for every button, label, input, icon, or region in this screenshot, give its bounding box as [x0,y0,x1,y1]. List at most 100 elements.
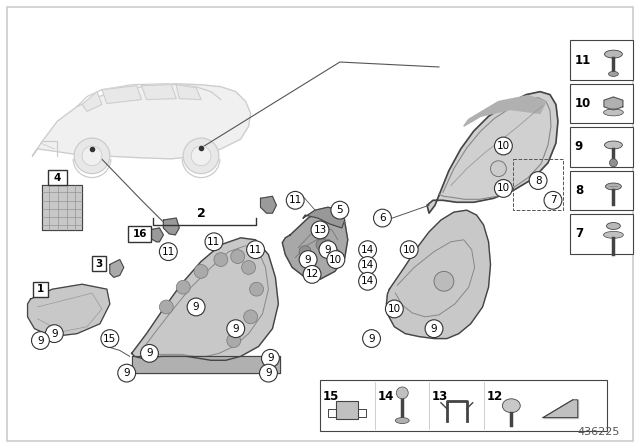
Text: 10: 10 [403,245,416,254]
Text: 10: 10 [330,254,342,265]
Circle shape [159,243,177,261]
Circle shape [358,257,376,274]
Text: 16: 16 [132,229,147,239]
Circle shape [311,221,329,239]
Circle shape [45,325,63,343]
FancyBboxPatch shape [92,256,106,271]
Text: 9: 9 [193,302,200,312]
Polygon shape [102,86,141,103]
Polygon shape [604,100,613,107]
Circle shape [299,246,311,258]
Circle shape [214,253,228,267]
Polygon shape [543,400,578,418]
Circle shape [227,320,244,338]
Circle shape [490,161,506,177]
Ellipse shape [604,232,623,238]
Circle shape [246,241,264,258]
Polygon shape [613,100,623,107]
Text: 14: 14 [361,276,374,286]
Circle shape [183,138,219,174]
Circle shape [396,387,408,399]
Circle shape [303,266,321,283]
Polygon shape [33,84,251,159]
Text: 9: 9 [575,141,583,154]
Circle shape [205,233,223,251]
Circle shape [260,364,277,382]
Polygon shape [387,210,490,339]
Text: 7: 7 [575,228,583,241]
Text: 12: 12 [305,269,319,280]
Circle shape [400,241,418,258]
Bar [570,171,633,210]
Circle shape [327,251,345,268]
Text: 6: 6 [379,213,386,223]
Text: 9: 9 [368,334,375,344]
Ellipse shape [605,183,621,190]
Text: 14: 14 [361,260,374,271]
Polygon shape [604,97,613,103]
Text: 9: 9 [146,349,153,358]
Circle shape [374,209,392,227]
Polygon shape [28,284,110,336]
Polygon shape [176,85,201,99]
Bar [570,84,633,123]
Text: 9: 9 [431,324,437,334]
Text: 13: 13 [314,225,326,235]
Circle shape [191,146,211,166]
Circle shape [262,349,279,367]
Circle shape [609,159,618,167]
Ellipse shape [609,71,618,76]
Text: 2: 2 [196,207,205,220]
Text: 10: 10 [388,304,401,314]
Circle shape [31,332,49,349]
Circle shape [159,300,173,314]
FancyBboxPatch shape [7,7,633,441]
Text: 15: 15 [323,390,339,403]
Circle shape [141,345,159,362]
Circle shape [82,146,102,166]
Polygon shape [132,356,280,373]
Text: 9: 9 [305,254,312,265]
Polygon shape [150,228,163,242]
Text: 14: 14 [361,245,374,254]
Text: 10: 10 [497,183,510,194]
Circle shape [227,334,241,348]
Polygon shape [282,208,348,279]
Text: 3: 3 [95,258,102,268]
Text: 10: 10 [575,97,591,110]
Circle shape [544,191,562,209]
Polygon shape [613,97,623,103]
Text: 5: 5 [337,205,343,215]
Text: 11: 11 [289,195,302,205]
Text: 9: 9 [37,336,44,345]
Circle shape [329,249,341,261]
Text: 7: 7 [550,195,556,205]
Circle shape [194,264,208,278]
Text: 436225: 436225 [577,427,620,437]
Text: 11: 11 [249,245,262,254]
Text: 9: 9 [51,329,58,339]
Circle shape [250,282,264,296]
Text: 11: 11 [207,237,221,247]
Polygon shape [464,95,546,126]
Polygon shape [427,92,558,213]
Circle shape [529,172,547,190]
Text: 9: 9 [267,353,274,363]
Text: 8: 8 [575,184,583,197]
Polygon shape [303,207,345,228]
Polygon shape [110,259,124,277]
Circle shape [331,201,349,219]
FancyBboxPatch shape [33,282,48,297]
Circle shape [231,250,244,263]
Bar [570,127,633,167]
Text: 9: 9 [232,324,239,334]
Bar [320,380,607,431]
Text: 4: 4 [54,172,61,183]
FancyBboxPatch shape [128,226,151,242]
Polygon shape [163,218,179,235]
FancyBboxPatch shape [48,170,67,185]
Circle shape [434,271,454,291]
Polygon shape [613,103,623,110]
Circle shape [495,137,512,155]
Polygon shape [82,92,102,112]
